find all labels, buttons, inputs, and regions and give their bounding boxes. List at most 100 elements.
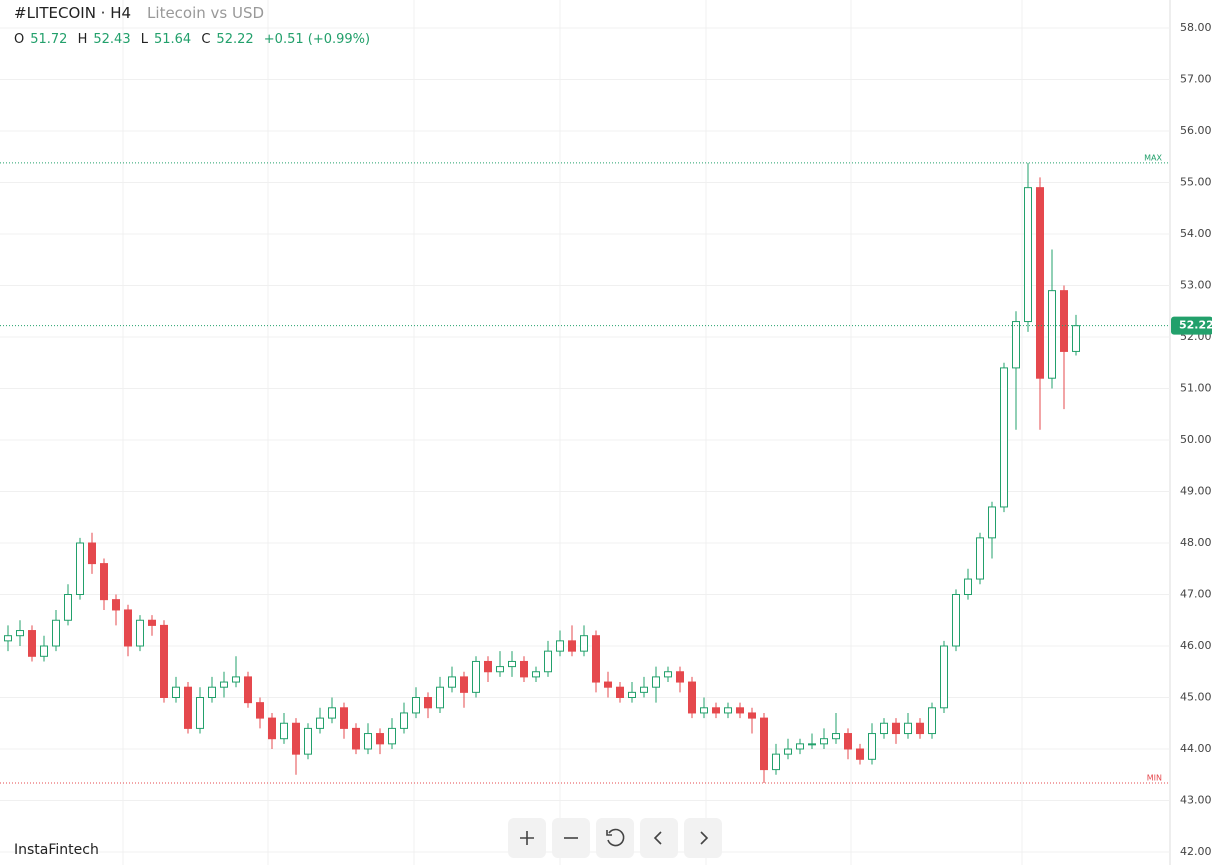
candle-body	[952, 594, 960, 647]
candle-body	[148, 619, 156, 626]
candle-body	[532, 671, 540, 678]
brand: InstaFintech	[14, 842, 99, 858]
chart-subtitle: Litecoin vs USD	[147, 4, 265, 22]
candle-body	[1036, 187, 1044, 379]
candle-body	[196, 697, 204, 729]
candle-body	[808, 743, 816, 746]
candle-body	[892, 722, 900, 735]
candle-body	[976, 537, 984, 580]
candle-body	[496, 666, 504, 673]
y-tick-label: 53.00	[1180, 279, 1212, 292]
candle-body	[580, 635, 588, 652]
candle-body	[700, 707, 708, 714]
candle-body	[916, 722, 924, 735]
candle-body	[616, 686, 624, 699]
candle-body	[304, 727, 312, 755]
candle-body	[328, 707, 336, 719]
y-tick-label: 42.00	[1180, 845, 1212, 858]
candle-body	[784, 748, 792, 755]
y-tick-label: 58.00	[1180, 21, 1212, 34]
candle-body	[16, 630, 24, 637]
candle-body	[664, 671, 672, 678]
candle-body	[592, 635, 600, 683]
candle-body	[1024, 187, 1032, 323]
candle-body	[1012, 321, 1020, 369]
candle-body	[964, 578, 972, 595]
candle-body	[268, 717, 276, 740]
candle-body	[448, 676, 456, 688]
candle-body	[412, 697, 420, 714]
candle-body	[424, 697, 432, 709]
toolbar	[508, 818, 722, 858]
candle-body	[568, 640, 576, 652]
scroll-right-button[interactable]	[684, 818, 722, 858]
last-price-badge	[1171, 316, 1212, 335]
candle-body	[436, 686, 444, 709]
candle-body	[4, 635, 12, 642]
candle-body	[352, 727, 360, 750]
ohlc-value: 51.72	[30, 32, 68, 47]
candle-body	[688, 681, 696, 714]
candle-body	[220, 681, 228, 688]
candle-body	[604, 681, 612, 688]
candle-body	[256, 702, 264, 719]
candle-body	[460, 676, 468, 693]
max-line-label: MAX	[1144, 153, 1162, 162]
candle-body	[340, 707, 348, 729]
candle-body	[556, 640, 564, 652]
candle-body	[928, 707, 936, 735]
candle-body	[244, 676, 252, 704]
candle-body	[364, 733, 372, 750]
candle-body	[484, 660, 492, 673]
candle-body	[28, 630, 36, 657]
y-tick-label: 57.00	[1180, 73, 1212, 86]
ohlc-row: O 51.72 H 52.43 L 51.64 C 52.22 +0.51 (+0.99…	[14, 32, 376, 47]
candle-body	[112, 599, 120, 611]
candle-body	[724, 707, 732, 714]
candle-body	[520, 660, 528, 678]
ohlc-value: 52.22	[216, 32, 254, 47]
candle-body	[904, 722, 912, 735]
candle-body	[712, 707, 720, 714]
y-tick-label: 51.00	[1180, 382, 1212, 395]
zoom-out-button[interactable]	[552, 818, 590, 858]
candle-body	[736, 707, 744, 714]
ohlc-value: 52.43	[93, 32, 131, 47]
candle-body	[628, 691, 636, 698]
candle-body	[316, 717, 324, 729]
candle-body	[40, 645, 48, 657]
y-tick-label: 49.00	[1180, 485, 1212, 498]
candle-body	[988, 506, 996, 539]
title-row: #LITECOIN · H4 Litecoin vs USD	[14, 4, 270, 22]
candle-body	[760, 717, 768, 771]
candle-body	[88, 542, 96, 565]
candle-body	[640, 686, 648, 693]
y-tick-label: 48.00	[1180, 536, 1212, 549]
candle-body	[832, 733, 840, 740]
candle-body	[100, 563, 108, 601]
candle-body	[292, 722, 300, 755]
candle-body	[376, 733, 384, 745]
candle-body	[52, 619, 60, 647]
candle-body	[772, 753, 780, 771]
reset-button[interactable]	[596, 818, 634, 858]
candle-body	[76, 542, 84, 595]
scroll-left-button[interactable]	[640, 818, 678, 858]
candle-body	[820, 738, 828, 745]
y-tick-label: 50.00	[1180, 433, 1212, 446]
candle-body	[1048, 290, 1056, 379]
zoom-in-button[interactable]	[508, 818, 546, 858]
candle-body	[172, 686, 180, 699]
last-price-label: 52.22	[1179, 319, 1212, 332]
candle-body	[748, 712, 756, 719]
candle-body	[280, 722, 288, 740]
ohlc-label: L	[140, 32, 148, 47]
candle-body	[184, 686, 192, 729]
candle-body	[472, 660, 480, 693]
candle-body	[940, 645, 948, 709]
candle-body	[400, 712, 408, 729]
candle-body	[652, 676, 660, 688]
ohlc-value: 51.64	[153, 32, 192, 47]
